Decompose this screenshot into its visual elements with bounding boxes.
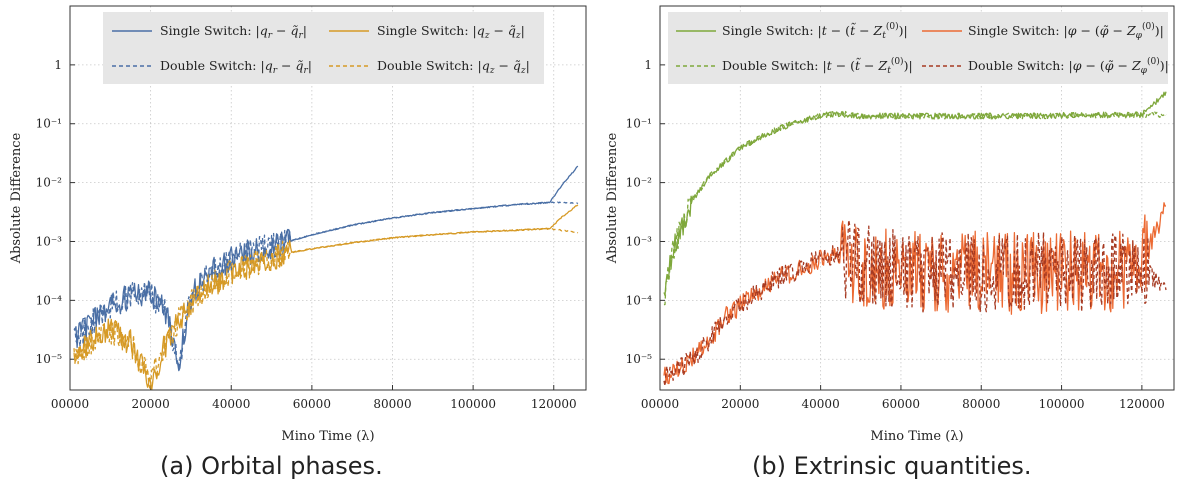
caption-b: (b) Extrinsic quantities. bbox=[752, 452, 1032, 480]
x-tick-label: 40000 bbox=[802, 397, 840, 411]
legend-label-b-2: Double Switch: |t − (t̃ − Zt(0))| bbox=[722, 56, 913, 76]
legend-label-b-1: Single Switch: |φ − (φ̃ − Zφ(0))| bbox=[968, 21, 1164, 41]
chart-orbital-phases: 00000 20000 40000 60000 80000 100000 120000 10… bbox=[9, 5, 587, 444]
x-tick-label: 120000 bbox=[531, 397, 577, 411]
legend-b: Single Switch: |t − (t̃ − Zt(0))| Single… bbox=[668, 12, 1169, 84]
x-tick-labels-a: 00000 20000 40000 60000 80000 100000 120000 bbox=[51, 397, 577, 411]
x-tick-label: 80000 bbox=[962, 397, 1000, 411]
y-tick-labels-b: 10⁻⁵ 10⁻⁴ 10⁻³ 10⁻² 10⁻¹ 1 bbox=[626, 58, 653, 366]
x-tick-label: 60000 bbox=[882, 397, 920, 411]
y-tick-label: 10⁻⁵ bbox=[626, 352, 653, 366]
chart-extrinsic-quantities: 00000 20000 40000 60000 80000 100000 120000 10… bbox=[605, 5, 1175, 444]
y-tick-label: 10⁻² bbox=[36, 176, 63, 190]
y-tick-label: 10⁻³ bbox=[626, 234, 653, 248]
series-line-a-1 bbox=[73, 204, 579, 390]
legend-label-b-0: Single Switch: |t − (t̃ − Zt(0))| bbox=[722, 21, 908, 41]
series-line-b-0 bbox=[663, 91, 1167, 297]
series-line-a-2 bbox=[73, 201, 579, 370]
y-tick-label: 10⁻⁴ bbox=[626, 293, 653, 307]
caption-a: (a) Orbital phases. bbox=[160, 452, 383, 480]
y-tick-label: 1 bbox=[54, 58, 62, 72]
series-layer-a bbox=[73, 165, 579, 390]
y-tick-labels-a: 10⁻⁵ 10⁻⁴ 10⁻³ 10⁻² 10⁻¹ 1 bbox=[36, 58, 63, 366]
y-tick-label: 10⁻⁴ bbox=[36, 293, 63, 307]
series-line-b-1 bbox=[663, 202, 1166, 385]
y-tick-label: 10⁻¹ bbox=[36, 117, 62, 131]
y-tick-label: 10⁻² bbox=[626, 176, 653, 190]
legend-a: Single Switch: |qr − q̃r| Single Switch:… bbox=[103, 12, 544, 84]
series-line-a-0 bbox=[74, 165, 579, 372]
series-layer-b bbox=[663, 91, 1167, 387]
x-axis-label-a: Mino Time (λ) bbox=[281, 429, 374, 444]
y-tick-label: 10⁻³ bbox=[36, 234, 63, 248]
plot-frame-a bbox=[69, 5, 587, 391]
x-axis-label-b: Mino Time (λ) bbox=[870, 429, 963, 444]
x-tick-label: 40000 bbox=[212, 397, 250, 411]
x-tick-label: 100000 bbox=[1039, 397, 1085, 411]
x-tick-label: 100000 bbox=[450, 397, 496, 411]
legend-label-b-3: Double Switch: |φ − (φ̃ − Zφ(0))| bbox=[968, 56, 1169, 76]
y-axis-label-b: Absolute Difference bbox=[605, 132, 620, 264]
y-tick-label: 10⁻¹ bbox=[626, 117, 652, 131]
legend-background-a bbox=[103, 12, 544, 84]
y-tick-label: 1 bbox=[644, 58, 652, 72]
plot-frame-b bbox=[659, 5, 1175, 391]
y-tick-label: 10⁻⁵ bbox=[36, 352, 63, 366]
x-tick-label: 00000 bbox=[641, 397, 679, 411]
legend-background-b bbox=[668, 12, 1168, 84]
series-line-a-3 bbox=[73, 227, 579, 390]
x-tick-label: 20000 bbox=[721, 397, 759, 411]
x-tick-label: 80000 bbox=[373, 397, 411, 411]
y-axis-label-a: Absolute Difference bbox=[9, 132, 24, 264]
x-tick-label: 20000 bbox=[132, 397, 170, 411]
x-tick-label: 120000 bbox=[1119, 397, 1165, 411]
x-tick-label: 00000 bbox=[51, 397, 89, 411]
series-line-b-2 bbox=[663, 110, 1167, 306]
series-line-b-3 bbox=[663, 219, 1167, 387]
x-tick-labels-b: 00000 20000 40000 60000 80000 100000 120000 bbox=[641, 397, 1165, 411]
x-tick-label: 60000 bbox=[293, 397, 331, 411]
